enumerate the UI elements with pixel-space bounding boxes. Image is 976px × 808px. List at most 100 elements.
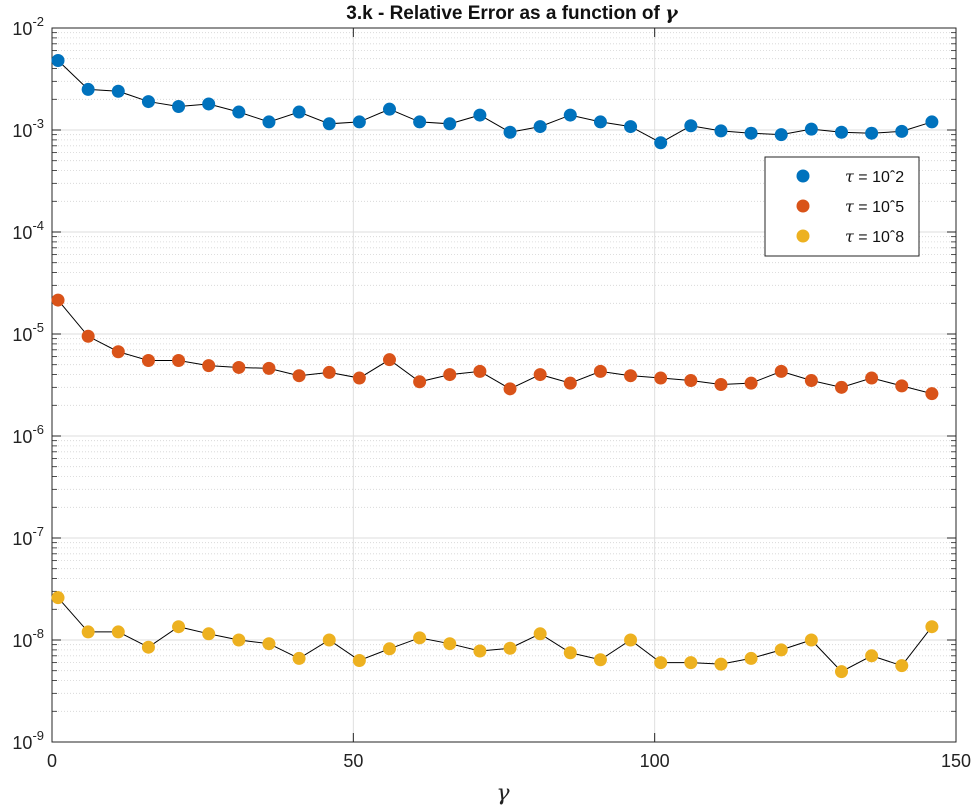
data-point [413,375,427,389]
y-tick-label-base: 10 [12,19,32,39]
data-point [322,117,336,131]
data-point [654,656,668,670]
legend-marker [796,229,810,243]
x-tick-label: 150 [941,751,971,771]
data-point [202,359,216,373]
data-point [834,125,848,139]
legend-label: τ = 10ˆ5 [845,197,904,216]
data-point [895,124,909,138]
data-point [172,620,186,634]
x-axis-label: γ [496,781,510,806]
data-point [292,105,306,119]
data-point [202,97,216,111]
data-point [804,122,818,136]
y-tick-label-exponent: -3 [32,116,44,131]
data-point [473,364,487,378]
data-point [352,371,366,385]
data-point [895,379,909,393]
data-point [624,369,638,383]
data-point [473,644,487,658]
y-tick-label: 10-3 [12,116,44,141]
y-tick-labels: 10-910-810-710-610-510-410-310-2 [12,14,44,753]
data-point [111,625,125,639]
y-tick-label-exponent: -2 [32,14,44,29]
data-point [51,54,65,68]
data-point [413,115,427,129]
y-tick-label-exponent: -9 [32,728,44,743]
data-point [81,625,95,639]
data-point [593,653,607,667]
data-point [232,633,246,647]
series-1 [51,54,939,150]
series-3 [51,591,939,679]
data-point [834,665,848,679]
y-tick-label: 10-7 [12,524,44,549]
data-point [865,371,879,385]
data-point [413,631,427,645]
data-point [563,646,577,660]
data-point [593,364,607,378]
data-point [834,380,848,394]
data-point [141,640,155,654]
data-point [714,657,728,671]
data-point [382,353,396,367]
data-point [774,128,788,142]
data-point [232,105,246,119]
series-2 [51,293,939,401]
data-point [714,124,728,138]
data-point [563,376,577,390]
data-point [865,126,879,140]
data-point [593,115,607,129]
data-point [262,637,276,651]
data-point [141,353,155,367]
y-tick-label-base: 10 [12,223,32,243]
chart-title: 3.k - Relative Error as a function of γ [346,2,679,24]
data-point [172,353,186,367]
data-point [352,115,366,129]
legend-label-symbol: τ [845,167,855,186]
data-point [925,620,939,634]
data-point [443,117,457,131]
data-point [624,633,638,647]
y-tick-label-base: 10 [12,631,32,651]
data-point [81,329,95,343]
data-point [865,649,879,663]
y-tick-label-base: 10 [12,427,32,447]
data-point [804,374,818,388]
y-tick-label-base: 10 [12,529,32,549]
data-point [714,377,728,391]
y-tick-label-exponent: -5 [32,320,44,335]
data-point [443,637,457,651]
y-tick-label-base: 10 [12,325,32,345]
y-tick-label-base: 10 [12,733,32,753]
y-tick-label-exponent: -6 [32,422,44,437]
y-tick-label: 10-5 [12,320,44,345]
data-point [473,108,487,122]
legend-label-symbol: τ [845,197,855,216]
data-point [382,642,396,656]
axes-box [51,27,957,743]
data-point [654,371,668,385]
data-point [232,360,246,374]
data-point [654,136,668,150]
data-point [141,95,155,109]
data-point [684,656,698,670]
data-point [172,99,186,113]
y-tick-label-exponent: -7 [32,524,44,539]
data-point [322,365,336,379]
data-point [563,108,577,122]
data-point [503,125,517,139]
data-point [292,651,306,665]
chart-title-text: 3.k - Relative Error as a function of [346,3,660,24]
data-point [684,119,698,133]
data-point [443,368,457,382]
data-point [503,641,517,655]
data-point [51,293,65,307]
data-point [51,591,65,605]
legend-label-text: = 10ˆ2 [854,169,904,186]
y-tick-label: 10-9 [12,728,44,753]
data-point [925,387,939,401]
chart-title-symbol: γ [665,2,679,24]
data-point [895,659,909,673]
data-point [503,382,517,396]
